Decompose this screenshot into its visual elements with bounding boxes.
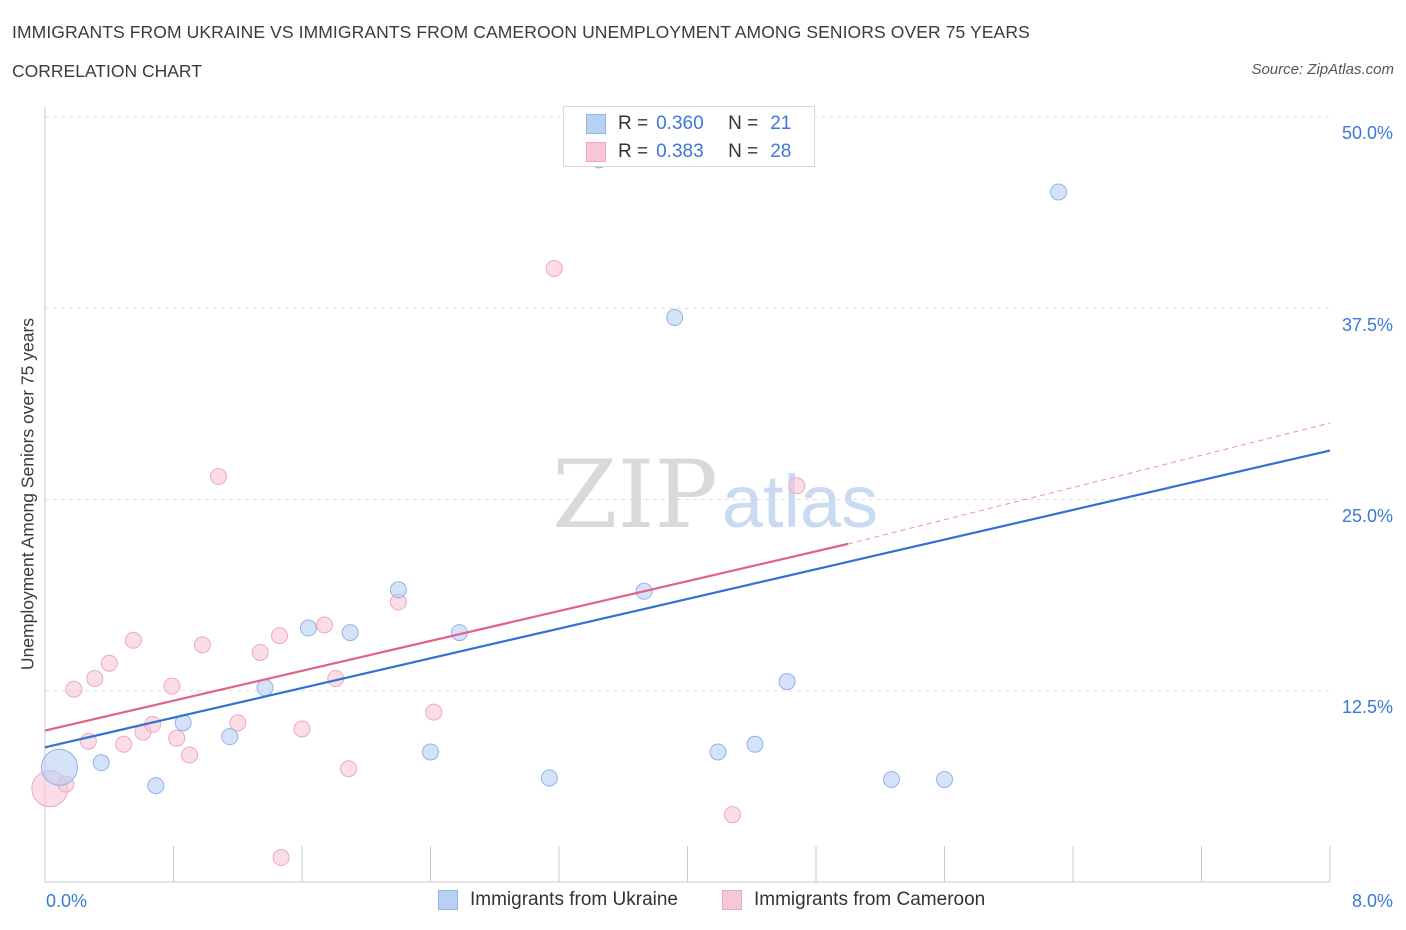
- ukraine-point: [299, 619, 317, 637]
- ukraine-point: [389, 581, 407, 599]
- y-tick-label: 12.5%: [1341, 697, 1393, 717]
- ukraine-point: [936, 770, 953, 788]
- axes: [44, 107, 1331, 883]
- legend-item-cameroon[interactable]: Immigrants from Cameroon: [722, 889, 985, 911]
- ukraine-point: [92, 754, 110, 772]
- legend-n-value: 28: [770, 141, 792, 162]
- correlation-legend: R = 0.360 N = 21 R = 0.383 N = 28: [563, 106, 815, 167]
- cameroon-trend-extension: [848, 422, 1331, 545]
- cameroon-point: [86, 670, 104, 688]
- legend-n-value: 21: [770, 113, 792, 134]
- ukraine-point: [746, 735, 764, 753]
- ukraine-point: [341, 624, 359, 642]
- y-tick-label: 50.0%: [1341, 123, 1393, 143]
- trend-lines: [44, 422, 1331, 749]
- cameroon-point: [251, 644, 269, 661]
- cameroon-point: [168, 729, 186, 747]
- cameroon-point: [229, 714, 247, 732]
- watermark-atlas: atlas: [722, 460, 878, 543]
- cameroon-point: [723, 806, 741, 824]
- legend-row-ukraine: R = 0.360 N = 21: [586, 112, 791, 136]
- legend-r-value: 0.360: [656, 113, 704, 134]
- ukraine-point: [1050, 183, 1068, 201]
- cameroon-point: [271, 627, 289, 645]
- ukraine-point: [666, 308, 684, 326]
- ukraine-points: [40, 151, 1068, 795]
- watermark-zip: ZIP: [552, 441, 718, 550]
- cameroon-point: [115, 735, 133, 753]
- legend-swatch-cameroon: [586, 142, 606, 162]
- y-tick-label: 25.0%: [1341, 506, 1393, 526]
- legend-n-label: N =: [728, 141, 759, 162]
- legend-n-label: N =: [728, 113, 759, 134]
- cameroon-points: [31, 259, 806, 867]
- ukraine-trend-line: [44, 449, 1331, 749]
- cameroon-point: [340, 760, 358, 778]
- legend-label-cameroon: Immigrants from Cameroon: [754, 889, 986, 910]
- legend-r-label: R =: [618, 141, 649, 162]
- x-tick-label-min: 0.0%: [46, 891, 88, 911]
- cameroon-point: [124, 631, 142, 649]
- legend-label-ukraine: Immigrants from Ukraine: [470, 889, 678, 910]
- cameroon-point: [545, 259, 563, 277]
- gridlines: [45, 116, 1330, 692]
- ukraine-point: [778, 673, 796, 691]
- legend-swatch-ukraine: [438, 890, 458, 910]
- cameroon-point: [163, 677, 181, 695]
- cameroon-point: [425, 703, 443, 721]
- ukraine-point: [540, 769, 558, 787]
- legend-r-label: R =: [618, 113, 649, 134]
- legend-r-value: 0.383: [656, 141, 704, 162]
- x-tick-label-max: 8.0%: [1351, 891, 1393, 911]
- ukraine-point: [221, 728, 239, 746]
- cameroon-point: [788, 477, 806, 495]
- cameroon-point: [193, 636, 211, 654]
- cameroon-point: [209, 468, 227, 486]
- legend-row-cameroon: R = 0.383 N = 28: [586, 140, 791, 164]
- legend-swatch-cameroon: [722, 890, 742, 910]
- ukraine-point: [40, 748, 78, 786]
- ukraine-point: [709, 743, 727, 761]
- cameroon-trend-line: [44, 542, 849, 732]
- cameroon-point: [293, 720, 311, 738]
- cameroon-point: [181, 746, 199, 764]
- chart-subtitle: CORRELATION CHART: [12, 61, 202, 81]
- y-tick-label: 37.5%: [1341, 315, 1393, 335]
- cameroon-point: [272, 849, 290, 867]
- ukraine-point: [147, 777, 165, 795]
- chart-title: IMMIGRANTS FROM UKRAINE VS IMMIGRANTS FR…: [12, 22, 1030, 42]
- y-axis-label: Unemployment Among Seniors over 75 years: [17, 317, 38, 671]
- watermark: ZIP atlas: [552, 441, 878, 550]
- ukraine-point: [422, 743, 439, 761]
- legend-item-ukraine[interactable]: Immigrants from Ukraine: [438, 889, 678, 911]
- legend-swatch-ukraine: [586, 114, 606, 134]
- cameroon-point: [100, 654, 118, 672]
- ukraine-point: [882, 770, 900, 788]
- ukraine-point: [256, 679, 274, 697]
- cameroon-point: [65, 680, 83, 698]
- cameroon-point: [315, 616, 333, 634]
- source-label: Source: ZipAtlas.com: [1251, 61, 1394, 78]
